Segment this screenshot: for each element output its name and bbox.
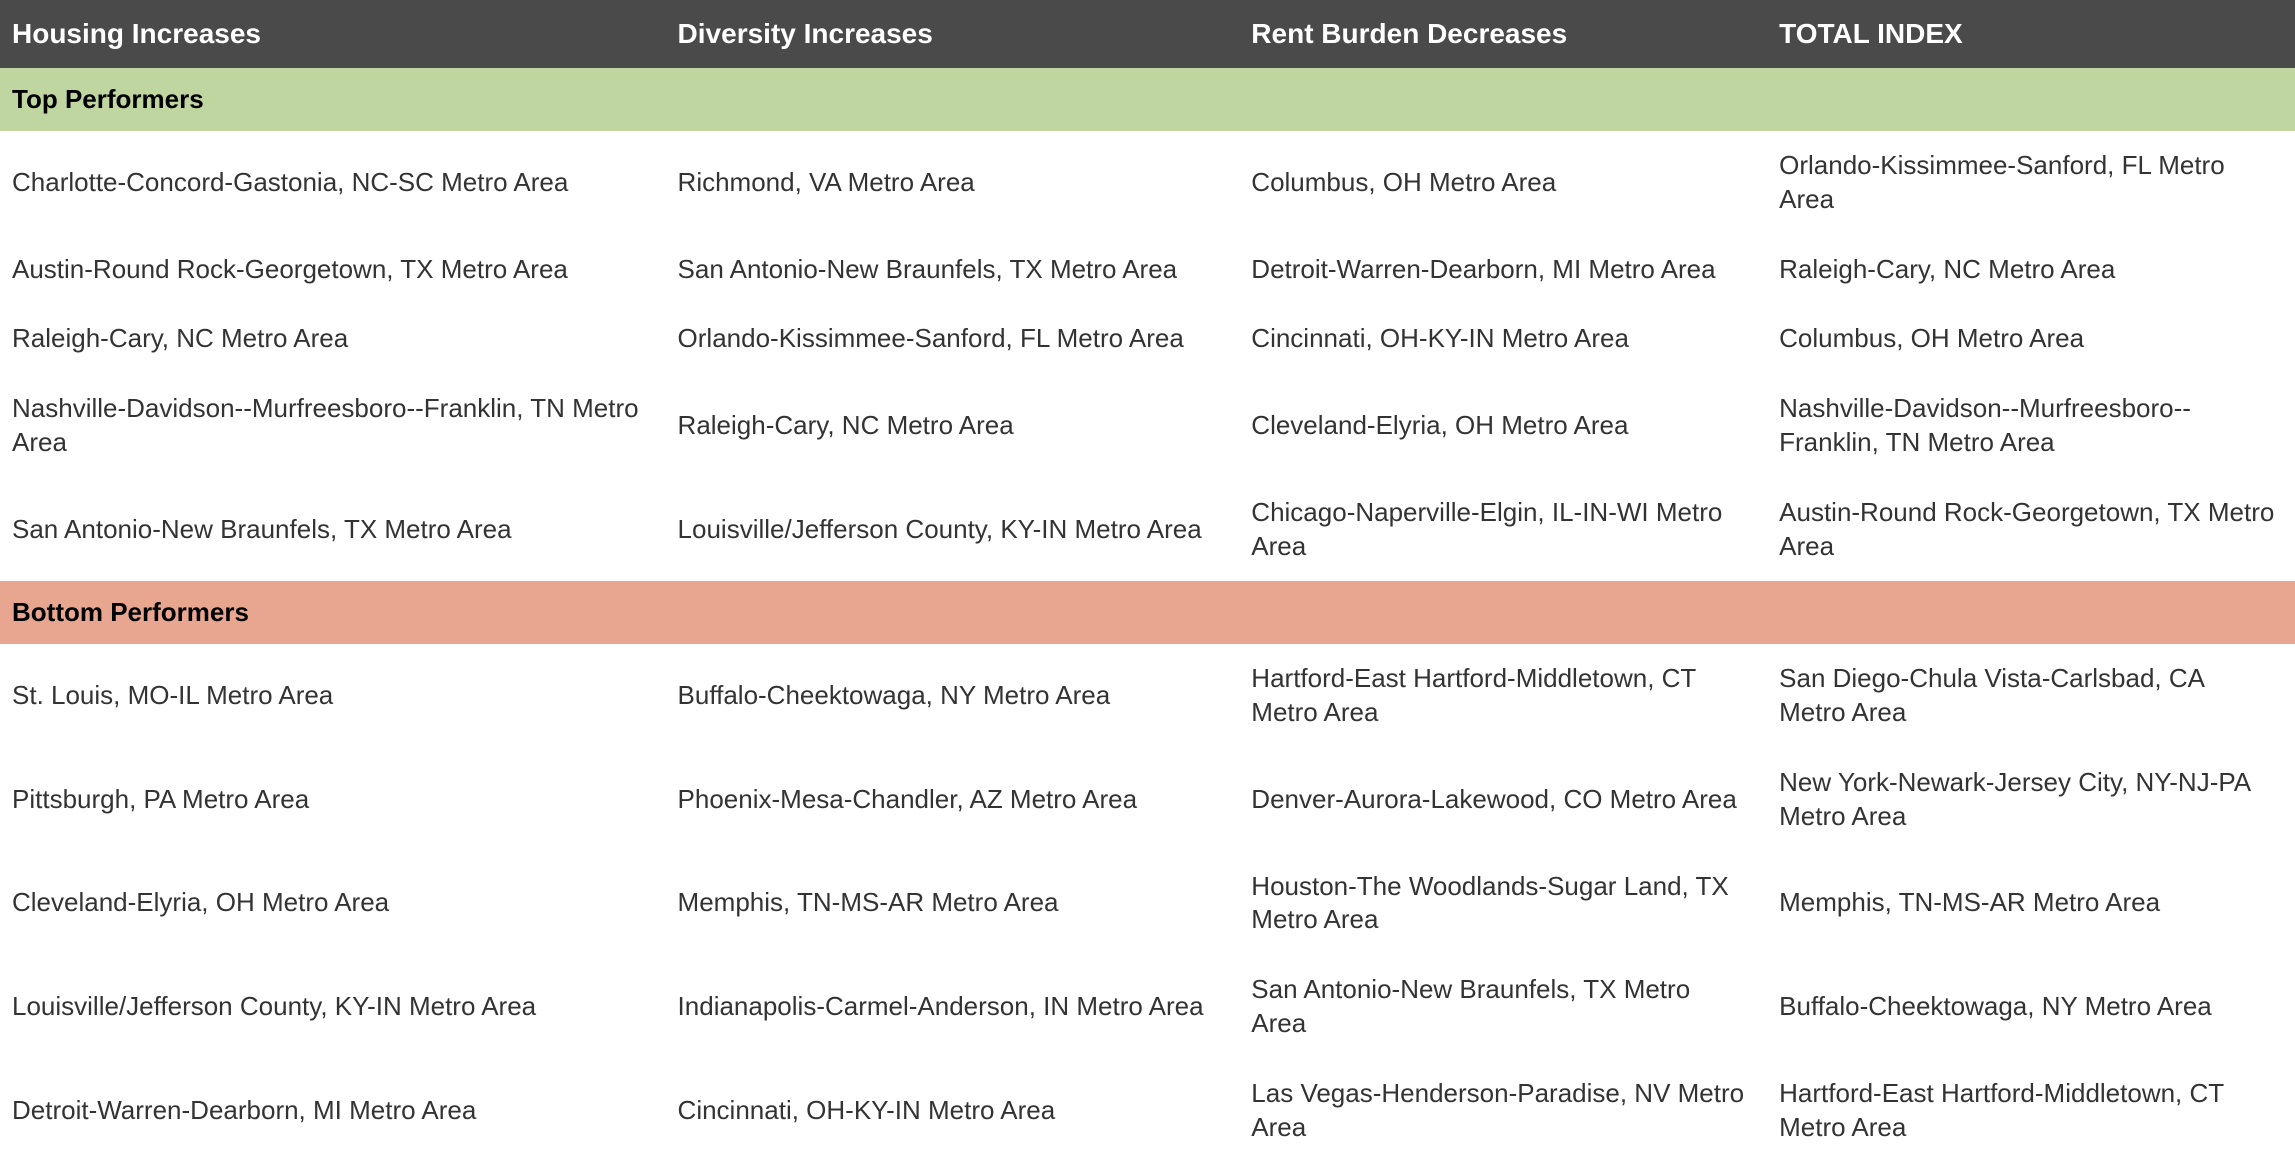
cell-diversity: Richmond, VA Metro Area [666,166,1240,200]
cell-rent-burden: Chicago-Naperville-Elgin, IL-IN-WI Metro… [1239,496,1767,564]
cell-total-index: San Diego-Chula Vista-Carlsbad, CA Metro… [1767,662,2295,730]
cell-housing: Detroit-Warren-Dearborn, MI Metro Area [0,1094,666,1128]
cell-total-index: Austin-Round Rock-Georgetown, TX Metro A… [1767,496,2295,564]
cell-rent-burden: Las Vegas-Henderson-Paradise, NV Metro A… [1239,1077,1767,1145]
cell-total-index: Memphis, TN-MS-AR Metro Area [1767,886,2295,920]
cell-rent-burden: Cincinnati, OH-KY-IN Metro Area [1239,322,1767,356]
cell-rent-burden: Hartford-East Hartford-Middletown, CT Me… [1239,662,1767,730]
table-row: St. Louis, MO-IL Metro Area Buffalo-Chee… [0,644,2295,748]
table-row: Louisville/Jefferson County, KY-IN Metro… [0,955,2295,1059]
cell-total-index: Columbus, OH Metro Area [1767,322,2295,356]
header-housing: Housing Increases [0,18,666,50]
cell-rent-burden: Denver-Aurora-Lakewood, CO Metro Area [1239,783,1767,817]
cell-total-index: Orlando-Kissimmee-Sanford, FL Metro Area [1767,149,2295,217]
cell-rent-burden: Columbus, OH Metro Area [1239,166,1767,200]
cell-total-index: Buffalo-Cheektowaga, NY Metro Area [1767,990,2295,1024]
cell-housing: Nashville-Davidson--Murfreesboro--Frankl… [0,392,666,460]
table-row: Pittsburgh, PA Metro Area Phoenix-Mesa-C… [0,748,2295,852]
cell-diversity: Orlando-Kissimmee-Sanford, FL Metro Area [666,322,1240,356]
cell-diversity: Buffalo-Cheektowaga, NY Metro Area [666,679,1240,713]
cell-housing: Pittsburgh, PA Metro Area [0,783,666,817]
table-row: Austin-Round Rock-Georgetown, TX Metro A… [0,235,2295,305]
table-row: Nashville-Davidson--Murfreesboro--Frankl… [0,374,2295,478]
cell-housing: San Antonio-New Braunfels, TX Metro Area [0,513,666,547]
cell-diversity: Louisville/Jefferson County, KY-IN Metro… [666,513,1240,547]
section-header-top: Top Performers [0,68,2295,131]
table-row: Raleigh-Cary, NC Metro Area Orlando-Kiss… [0,304,2295,374]
cell-rent-burden: San Antonio-New Braunfels, TX Metro Area [1239,973,1767,1041]
header-total-index: TOTAL INDEX [1767,18,2295,50]
table-row: Detroit-Warren-Dearborn, MI Metro Area C… [0,1059,2295,1162]
cell-housing: Charlotte-Concord-Gastonia, NC-SC Metro … [0,166,666,200]
cell-total-index: Hartford-East Hartford-Middletown, CT Me… [1767,1077,2295,1145]
cell-diversity: San Antonio-New Braunfels, TX Metro Area [666,253,1240,287]
header-diversity: Diversity Increases [666,18,1240,50]
cell-total-index: Raleigh-Cary, NC Metro Area [1767,253,2295,287]
table-row: Charlotte-Concord-Gastonia, NC-SC Metro … [0,131,2295,235]
table-header-row: Housing Increases Diversity Increases Re… [0,0,2295,68]
section-header-bottom: Bottom Performers [0,581,2295,644]
cell-housing: Cleveland-Elyria, OH Metro Area [0,886,666,920]
table-row: San Antonio-New Braunfels, TX Metro Area… [0,478,2295,582]
cell-diversity: Cincinnati, OH-KY-IN Metro Area [666,1094,1240,1128]
cell-housing: Louisville/Jefferson County, KY-IN Metro… [0,990,666,1024]
cell-diversity: Phoenix-Mesa-Chandler, AZ Metro Area [666,783,1240,817]
cell-housing: St. Louis, MO-IL Metro Area [0,679,666,713]
cell-diversity: Indianapolis-Carmel-Anderson, IN Metro A… [666,990,1240,1024]
cell-rent-burden: Cleveland-Elyria, OH Metro Area [1239,409,1767,443]
table-row: Cleveland-Elyria, OH Metro Area Memphis,… [0,852,2295,956]
cell-total-index: New York-Newark-Jersey City, NY-NJ-PA Me… [1767,766,2295,834]
cell-housing: Raleigh-Cary, NC Metro Area [0,322,666,356]
cell-housing: Austin-Round Rock-Georgetown, TX Metro A… [0,253,666,287]
cell-rent-burden: Detroit-Warren-Dearborn, MI Metro Area [1239,253,1767,287]
header-rent-burden: Rent Burden Decreases [1239,18,1767,50]
cell-diversity: Memphis, TN-MS-AR Metro Area [666,886,1240,920]
metro-performance-table: Housing Increases Diversity Increases Re… [0,0,2295,1162]
cell-rent-burden: Houston-The Woodlands-Sugar Land, TX Met… [1239,870,1767,938]
cell-diversity: Raleigh-Cary, NC Metro Area [666,409,1240,443]
cell-total-index: Nashville-Davidson--Murfreesboro--Frankl… [1767,392,2295,460]
